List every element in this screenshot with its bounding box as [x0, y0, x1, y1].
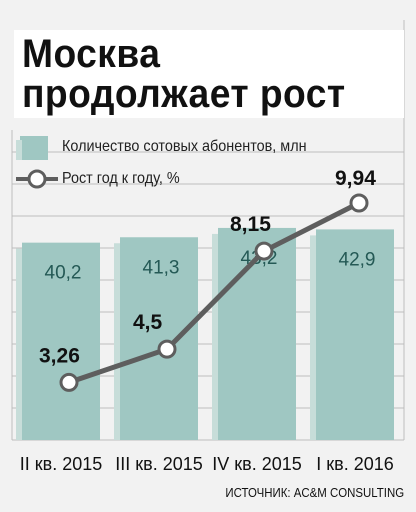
category-label: II кв. 2015	[20, 454, 103, 474]
bar-side	[310, 235, 318, 440]
growth-point	[157, 339, 177, 359]
legend-bar-swatch-side	[16, 140, 22, 160]
legend-bar-swatch	[20, 136, 48, 160]
category-label: I кв. 2016	[316, 454, 393, 474]
growth-line	[68, 200, 361, 385]
growth-point	[59, 372, 79, 392]
bar-side	[114, 243, 122, 440]
growth-value-label: 8,15	[230, 213, 271, 236]
category-label: III кв. 2015	[115, 454, 203, 474]
bar-side	[212, 233, 220, 440]
legend-bars-label: Количество сотовых абонентов, млн	[62, 138, 307, 155]
bar	[316, 229, 394, 440]
chart-title-line-1: Москва	[22, 32, 161, 76]
legend-line-marker	[27, 169, 47, 189]
bar-value-label: 41,3	[143, 257, 180, 278]
growth-point	[254, 241, 274, 261]
title-box	[14, 30, 404, 118]
bar	[22, 242, 100, 440]
growth-point	[349, 193, 369, 213]
legend-line-label: Рост год к году, %	[62, 170, 180, 187]
source-note: ИСТОЧНИК: AC&M CONSULTING	[225, 485, 404, 500]
bar-value-label: 40,2	[45, 263, 82, 284]
bar	[120, 237, 198, 440]
bar-side	[16, 248, 24, 440]
growth-value-label: 9,94	[335, 167, 376, 190]
category-label: IV кв. 2015	[212, 454, 302, 474]
bar-value-label: 42,9	[339, 249, 376, 270]
growth-value-label: 4,5	[133, 311, 163, 334]
bar	[218, 227, 296, 440]
growth-value-label: 3,26	[39, 344, 80, 367]
chart-title-line-2: продолжает рост	[22, 72, 346, 116]
